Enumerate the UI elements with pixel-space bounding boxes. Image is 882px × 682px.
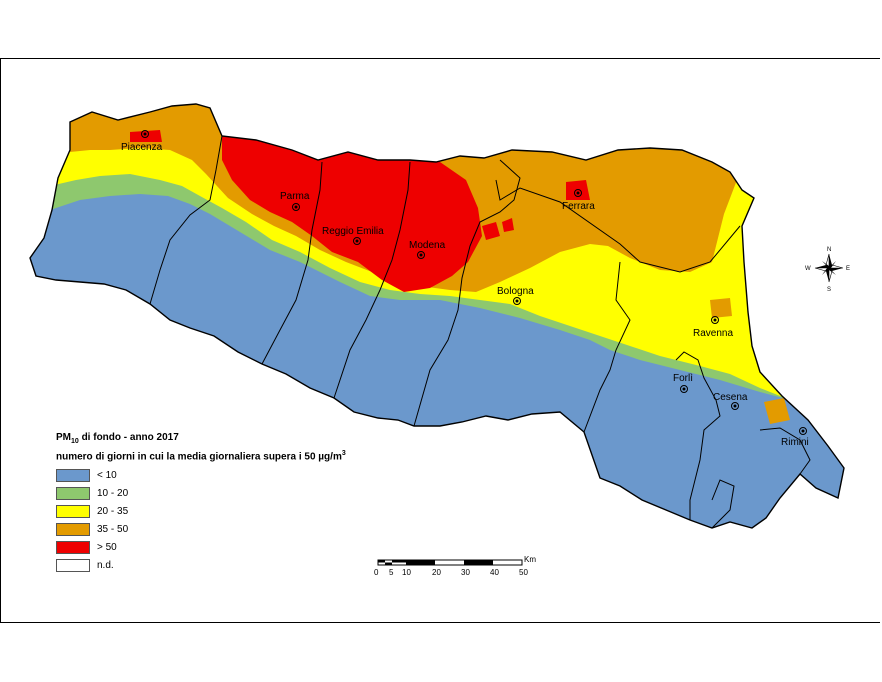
legend-item: 35 - 50 <box>56 521 346 538</box>
city-parma[interactable]: Parma <box>280 191 310 211</box>
legend-label: 35 - 50 <box>97 524 129 536</box>
scale-tick-label: 20 <box>432 568 441 577</box>
legend-label: 20 - 35 <box>97 506 129 518</box>
city-modena[interactable]: Modena <box>409 240 446 259</box>
legend-label: n.d. <box>97 560 114 572</box>
province-boundaries <box>149 135 811 529</box>
city-label-forli: Forlì <box>673 373 693 384</box>
legend-label: > 50 <box>97 542 117 554</box>
city-label-piacenza: Piacenza <box>121 142 163 153</box>
city-label-ferrara: Ferrara <box>562 201 595 212</box>
city-label-parma: Parma <box>280 191 310 202</box>
city-label-reggio-emilia: Reggio Emilia <box>322 226 384 237</box>
scale-tick-label: 10 <box>402 568 411 577</box>
compass-rose: N S E W <box>805 247 850 293</box>
scale-bar-graphic <box>377 559 523 566</box>
city-bologna[interactable]: Bologna <box>497 286 534 305</box>
city-ferrara[interactable]: Ferrara <box>562 189 595 213</box>
legend-swatch <box>56 541 90 555</box>
city-markers: Piacenza Parma Reggio Emilia Modena Ferr… <box>121 130 809 449</box>
scale-tick-label: 30 <box>461 568 470 577</box>
legend-item: 20 - 35 <box>56 503 346 520</box>
legend-swatch <box>56 505 90 519</box>
region-boundary <box>29 103 845 529</box>
city-reggio-emilia[interactable]: Reggio Emilia <box>322 226 384 245</box>
legend: PM10 di fondo - anno 2017 numero di gior… <box>56 432 346 574</box>
compass-n: N <box>827 247 831 253</box>
city-cesena[interactable]: Cesena <box>713 392 748 410</box>
legend-swatch <box>56 469 90 483</box>
city-piacenza[interactable]: Piacenza <box>121 130 163 154</box>
legend-swatch <box>56 559 90 573</box>
legend-swatch <box>56 523 90 537</box>
legend-label: 10 - 20 <box>97 488 129 500</box>
city-label-ravenna: Ravenna <box>693 328 733 339</box>
legend-item: < 10 <box>56 467 346 484</box>
city-ravenna[interactable]: Ravenna <box>693 316 733 340</box>
scale-unit: Km <box>524 555 536 564</box>
legend-item: > 50 <box>56 539 346 556</box>
legend-swatch <box>56 487 90 501</box>
legend-item: 10 - 20 <box>56 485 346 502</box>
city-forli[interactable]: Forlì <box>673 373 693 393</box>
city-label-cesena: Cesena <box>713 392 748 403</box>
map-frame <box>0 58 880 623</box>
legend-items: < 10 10 - 20 20 - 35 35 - 50 > 50 n.d. <box>56 467 346 574</box>
city-label-bologna: Bologna <box>497 286 534 297</box>
city-label-rimini: Rimini <box>781 437 809 448</box>
scale-tick-label: 40 <box>490 568 499 577</box>
legend-title: PM10 di fondo - anno 2017 <box>56 432 179 445</box>
scale-tick-label: 0 <box>374 568 379 577</box>
compass-s: S <box>827 287 831 293</box>
legend-item: n.d. <box>56 557 346 574</box>
city-rimini[interactable]: Rimini <box>781 427 809 449</box>
legend-label: < 10 <box>97 470 117 482</box>
compass-e: E <box>846 266 850 272</box>
scale-tick-label: 50 <box>519 568 528 577</box>
legend-subtitle: numero di giorni in cui la media giornal… <box>56 450 346 463</box>
city-label-modena: Modena <box>409 240 446 251</box>
compass-w: W <box>805 266 811 272</box>
scale-tick-label: 5 <box>389 568 394 577</box>
